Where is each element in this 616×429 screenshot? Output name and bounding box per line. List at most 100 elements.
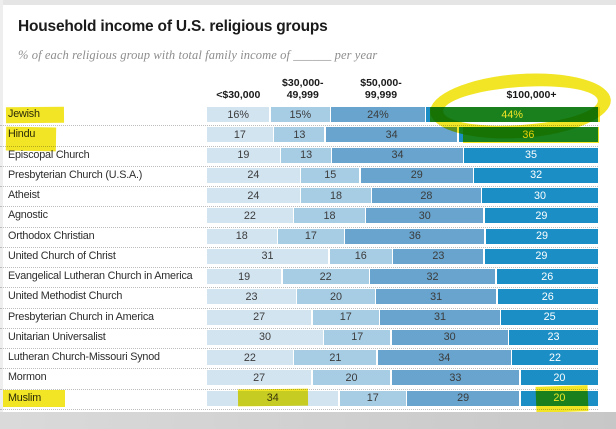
- segment-value: 28: [420, 189, 433, 202]
- segment-value: 31: [433, 311, 446, 324]
- bar-segment: 24%: [331, 107, 425, 122]
- bar-segment: 21: [294, 350, 377, 366]
- chart-row: United Methodist Church 23 20 31 26: [0, 288, 598, 309]
- segment-value: 19: [238, 270, 251, 283]
- bar-segment: 22: [207, 208, 293, 224]
- segment-value: 44%: [501, 108, 523, 121]
- chart-title: Household income of U.S. religious group…: [18, 18, 328, 35]
- bar-segment: 25: [501, 309, 598, 325]
- segment-value: 30: [258, 331, 271, 344]
- segment-value: 33: [449, 371, 462, 384]
- bar-segment: 30: [207, 329, 323, 345]
- row-label: Presbyterian Church (U.S.A.): [8, 168, 143, 181]
- column-header: <$30,000: [216, 89, 261, 102]
- segment-value: 26: [541, 290, 554, 303]
- segment-value: 31: [430, 290, 443, 303]
- bar-segment: 23: [509, 329, 598, 345]
- bar-segment: 32: [474, 167, 598, 183]
- row-label: Agnostic: [8, 209, 48, 222]
- segment-value: 30: [418, 209, 431, 222]
- bar-segment: 31: [207, 248, 329, 264]
- bar-segment: 24: [207, 188, 300, 204]
- stacked-bar: 19 22 32 26: [207, 269, 598, 285]
- bar-segment: 22: [207, 350, 293, 366]
- bar-segment: 34: [377, 350, 511, 366]
- row-label: Jewish: [8, 108, 40, 120]
- bar-segment: 27: [207, 309, 312, 325]
- segment-value: 34: [266, 392, 279, 405]
- chart-row: Mormon 27 20 33 20: [0, 369, 598, 390]
- segment-value: 16%: [227, 108, 250, 121]
- bar-segment: 36: [458, 127, 598, 143]
- chart-row: Lutheran Church-Missouri Synod 22 21 34 22: [0, 349, 598, 370]
- row-label: Atheist: [8, 189, 40, 202]
- row-label: Episcopal Church: [8, 148, 90, 161]
- segment-value: 20: [553, 371, 566, 384]
- chart-subtitle: % of each religious group with total fam…: [18, 48, 378, 62]
- bar-segment: 30: [366, 208, 484, 224]
- bar-segment: 34: [207, 390, 339, 406]
- bar-segment: 29: [360, 167, 473, 183]
- bar-segment: 33: [391, 370, 520, 386]
- segment-value: 31: [261, 250, 274, 263]
- segment-value: 17: [366, 392, 379, 405]
- segment-value: 22: [243, 209, 256, 222]
- stacked-bar: 30 17 30 23: [207, 329, 598, 345]
- stacked-bar: 31 16 23 29: [207, 248, 598, 264]
- chart-row: United Church of Christ 31 16 23 29: [0, 248, 598, 269]
- segment-value: 20: [553, 392, 566, 405]
- bar-segment: 29: [484, 248, 598, 264]
- row-label: Presbyterian Church in America: [8, 310, 154, 323]
- bar-segment: 35: [464, 147, 598, 163]
- row-label: Unitarian Universalist: [8, 330, 106, 343]
- segment-value: 34: [391, 149, 404, 162]
- bar-segment: 36: [345, 228, 485, 244]
- bar-segment: 44%: [426, 107, 599, 122]
- chart-row: Muslim 34 17 29 20: [0, 390, 598, 410]
- column-header: $50,000- 99,999: [360, 76, 402, 102]
- chart-row: Presbyterian Church in America 27 17 31 25: [0, 309, 598, 329]
- stacked-bar: 27 20 33 20: [207, 370, 598, 386]
- segment-value: 15%: [289, 108, 312, 121]
- stacked-bar: 17 13 34 36: [207, 127, 598, 143]
- segment-value: 27: [253, 371, 266, 384]
- row-label: Orthodox Christian: [8, 229, 95, 242]
- chart-row: Hindu 17 13 34 36: [0, 126, 598, 147]
- segment-value: 22: [549, 351, 562, 364]
- row-label: United Methodist Church: [8, 290, 123, 303]
- segment-value: 18: [235, 230, 248, 243]
- stacked-bar: 18 17 36 29: [207, 228, 598, 244]
- bar-segment: 17: [278, 228, 344, 244]
- segment-value: 24%: [367, 108, 389, 121]
- segment-value: 29: [535, 250, 548, 263]
- bar-segment: 15%: [270, 107, 330, 122]
- bar-segment: 22: [512, 350, 598, 366]
- row-label: Hindu: [8, 128, 36, 141]
- segment-value: 27: [253, 311, 266, 324]
- column-header: $100,000+: [506, 89, 557, 102]
- segment-value: 22: [319, 270, 332, 283]
- bar-segment: 31: [380, 309, 500, 325]
- bar-segment: 23: [207, 289, 296, 305]
- row-label: Mormon: [8, 371, 47, 384]
- stacked-bar: 22 18 30 29: [207, 208, 598, 224]
- bar-segment: 18: [294, 208, 365, 224]
- segment-value: 36: [408, 230, 421, 243]
- column-headers: <$30,000 $30,000- 49,999 $50,000- 99,999 $1…: [207, 70, 598, 104]
- bar-segment: 17: [324, 329, 391, 345]
- bar-segment: 29: [407, 390, 520, 406]
- segment-value: 18: [323, 209, 336, 222]
- segment-value: 18: [330, 189, 343, 202]
- video-frame-left-edge: [0, 0, 3, 412]
- bar-segment: 29: [484, 208, 598, 224]
- bar-segment: 19: [207, 147, 280, 163]
- segment-value: 23: [432, 250, 445, 263]
- segment-value: 29: [410, 169, 423, 182]
- column-header: $30,000- 49,999: [282, 76, 324, 102]
- chart-row: Atheist 24 18 28 30: [0, 187, 598, 208]
- bar-segment: 13: [274, 127, 325, 143]
- bar-segment: 13: [281, 147, 331, 163]
- segment-value: 23: [245, 290, 258, 303]
- segment-value: 24: [247, 189, 260, 202]
- segment-value: 20: [345, 371, 358, 384]
